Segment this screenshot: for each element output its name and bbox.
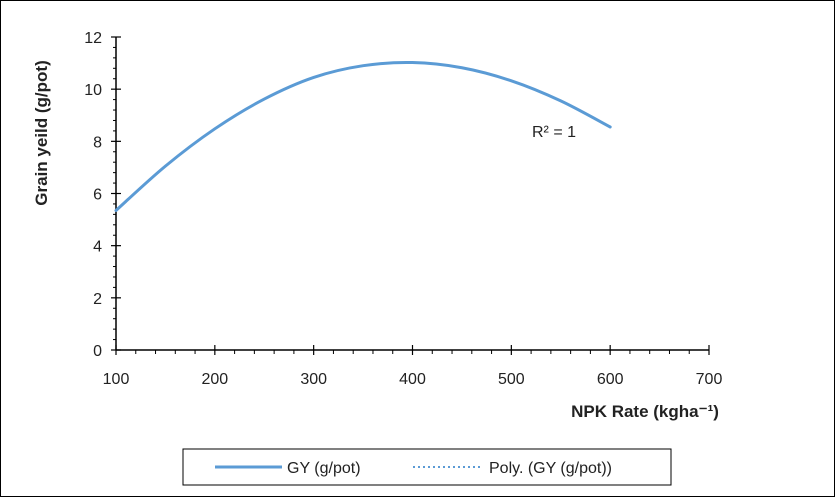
- legend-label-gy: GY (g/pot): [287, 460, 361, 477]
- y-tick-label: 12: [84, 30, 102, 47]
- x-tick-label: 700: [696, 371, 723, 388]
- y-tick-label: 4: [93, 239, 102, 256]
- legend: GY (g/pot) Poly. (GY (g/pot)): [182, 448, 672, 486]
- x-tick-label: 400: [399, 371, 426, 388]
- y-tick-label: 8: [93, 134, 102, 151]
- x-tick-label: 600: [597, 371, 624, 388]
- axes: [115, 37, 709, 351]
- x-tick-label: 300: [300, 371, 327, 388]
- series-line-poly-trendline: [115, 61, 611, 212]
- r-squared-annotation: R² = 1: [532, 124, 576, 141]
- x-tick-label: 500: [498, 371, 525, 388]
- y-tick-label: 10: [84, 82, 102, 99]
- ticks: 0 2 4 6 8 10 12 100 200 300 400 500 600 700: [84, 30, 722, 388]
- y-tick-label: 6: [93, 187, 102, 204]
- x-tick-label: 100: [103, 371, 130, 388]
- legend-label-poly: Poly. (GY (g/pot)): [489, 460, 612, 477]
- y-axis-title: Grain yeild (g/pot): [32, 60, 51, 205]
- y-tick-label: 2: [93, 291, 102, 308]
- y-tick-label: 0: [93, 343, 102, 360]
- series-layer: [114, 60, 612, 212]
- x-axis-title: NPK Rate (kgha⁻¹): [571, 402, 719, 421]
- x-tick-label: 200: [201, 371, 228, 388]
